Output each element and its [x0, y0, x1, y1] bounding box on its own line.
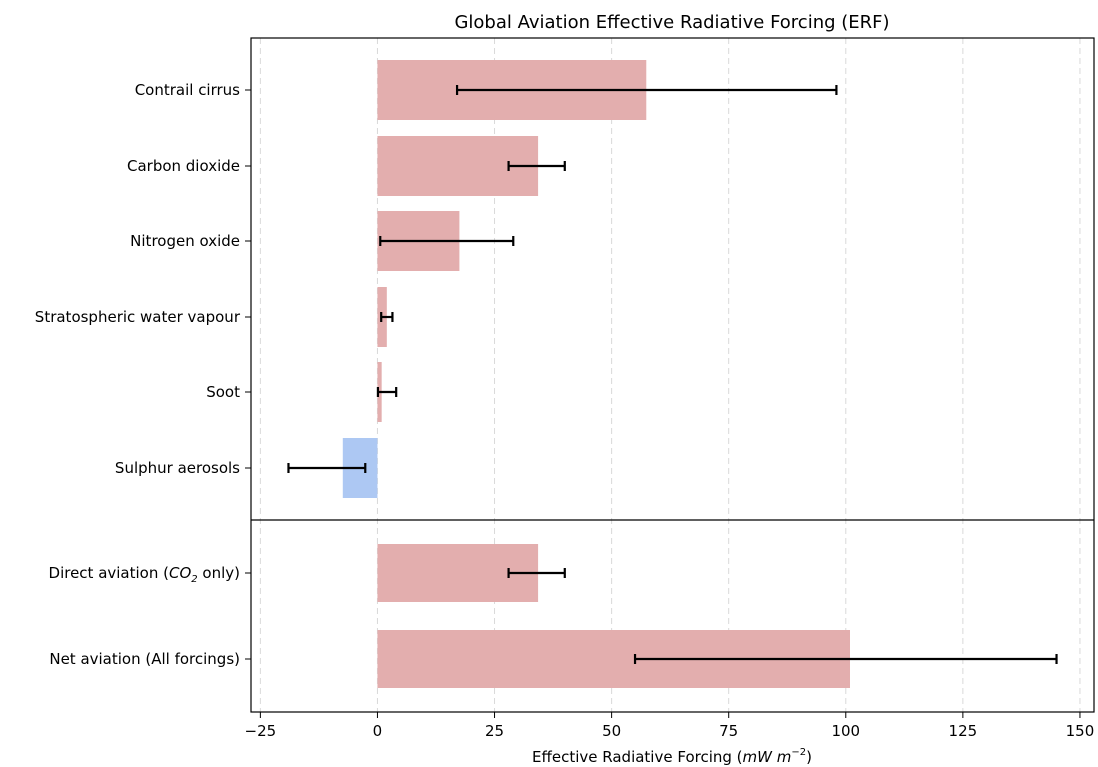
chart-title: Global Aviation Effective Radiative Forc… [454, 12, 889, 33]
error-bars-layer [287, 85, 1058, 664]
x-axis-label-suffix: ) [806, 748, 812, 766]
plot-frame [250, 37, 1095, 713]
category-label: Nitrogen oxide [130, 232, 240, 250]
x-tick-label: 25 [485, 722, 504, 740]
category-label-subscript: 2 [191, 574, 197, 585]
category-label: Sulphur aerosols [115, 459, 240, 477]
x-tick-label: 75 [719, 722, 738, 740]
category-label-suffix: only) [198, 564, 240, 582]
x-tick-label: 50 [602, 722, 621, 740]
x-axis-label-exponent: −2 [791, 747, 806, 758]
x-axis-label-prefix: Effective Radiative Forcing ( [532, 748, 742, 766]
category-label-chem: CO [169, 564, 191, 582]
category-labels: Contrail cirrus Carbon dioxide Nitrogen ox… [35, 81, 251, 668]
x-tick-label: −25 [245, 722, 277, 740]
bars-layer [342, 60, 850, 688]
x-axis-label: Effective Radiative Forcing (mW m−2) [532, 747, 812, 766]
category-label: Direct aviation (CO2 only) [49, 564, 240, 585]
category-label: Carbon dioxide [127, 157, 240, 175]
x-tick-label: 150 [1066, 722, 1095, 740]
x-axis-ticks: −25 0 25 50 75 100 125 150 [245, 712, 1095, 740]
category-label: Contrail cirrus [135, 81, 240, 99]
category-label: Stratospheric water vapour [35, 308, 241, 326]
x-axis-label-unit: mW m [743, 748, 792, 766]
category-label: Soot [206, 383, 240, 401]
category-label: Net aviation (All forcings) [49, 650, 240, 668]
x-tick-label: 0 [373, 722, 383, 740]
x-tick-label: 100 [831, 722, 860, 740]
category-label-prefix: Direct aviation ( [49, 564, 169, 582]
x-tick-label: 125 [949, 722, 978, 740]
